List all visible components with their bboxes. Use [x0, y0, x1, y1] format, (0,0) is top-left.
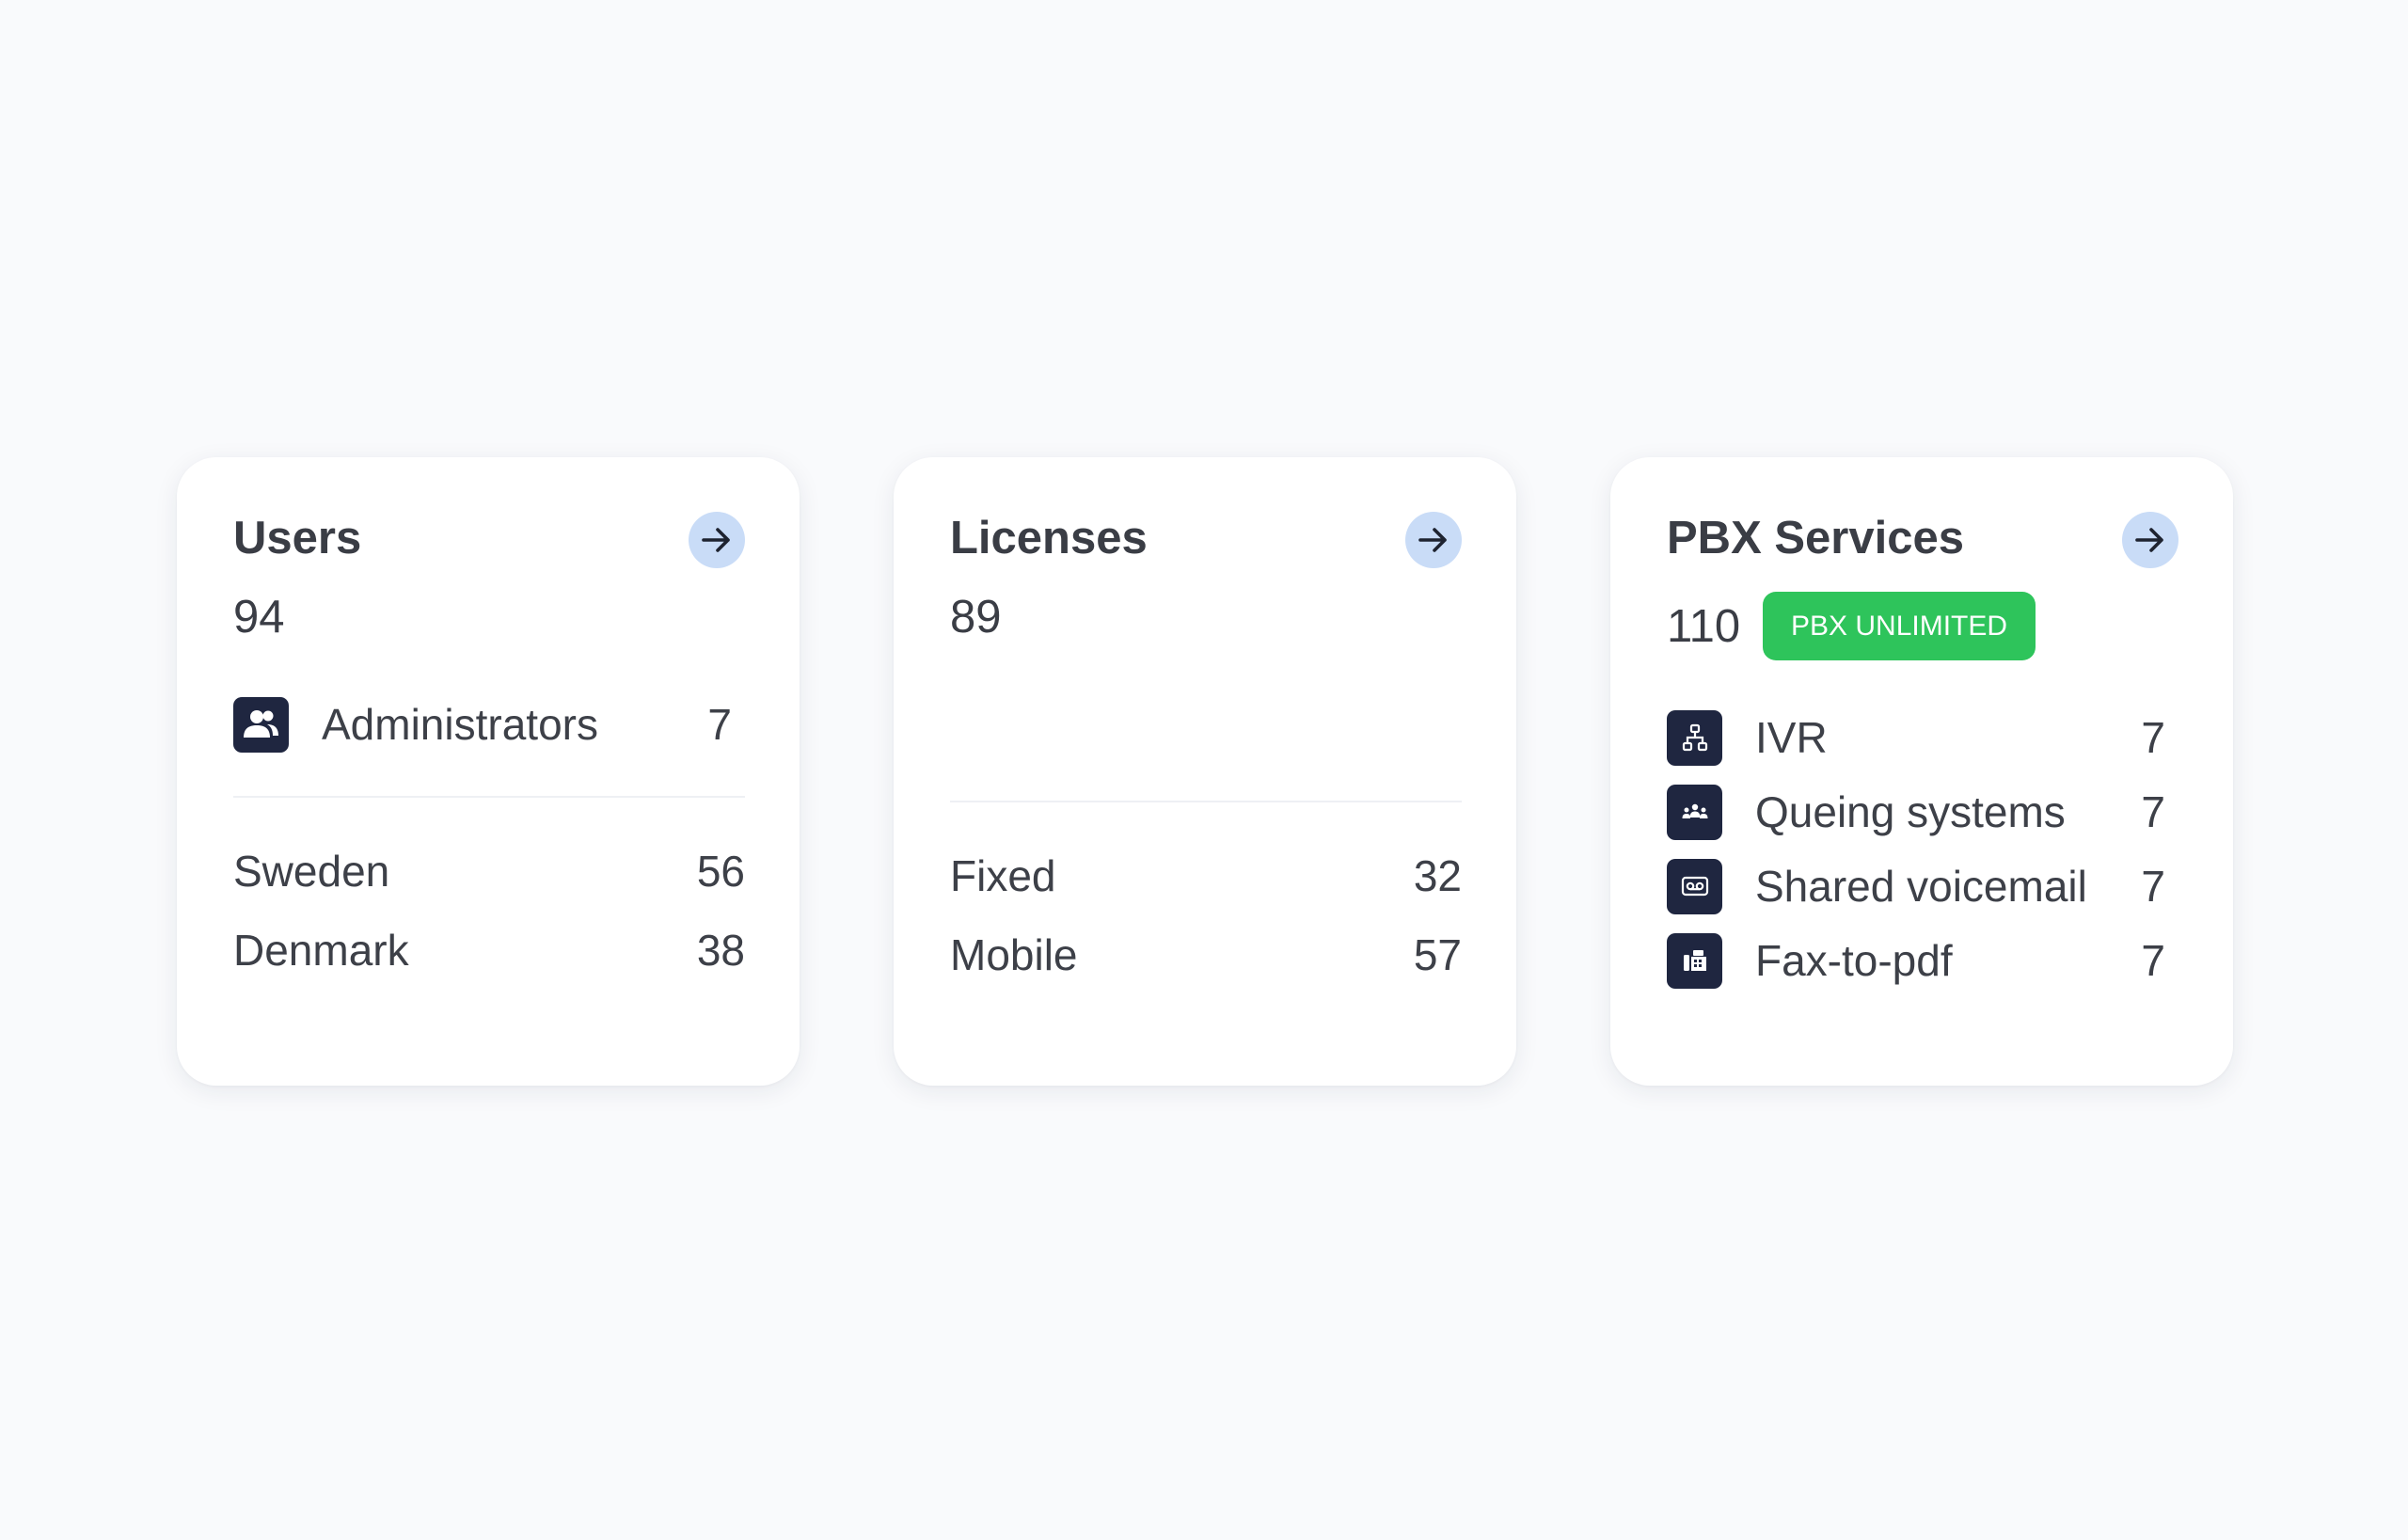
pbx-services-card: PBX Services 110 PBX UNLIMITED IVR 7 [1610, 457, 2233, 1086]
country-count: 38 [696, 926, 745, 975]
pbx-title: PBX Services [1667, 513, 1964, 564]
sitemap-icon [1667, 709, 1722, 766]
service-label: Queing systems [1755, 787, 2066, 836]
licenses-open-button[interactable] [1405, 512, 1462, 568]
group-icon [1667, 784, 1722, 840]
divider [950, 801, 1462, 802]
arrow-right-icon [2135, 528, 2163, 552]
pbx-total: 110 [1667, 601, 1741, 652]
list-item-administrators[interactable]: Administrators 7 [233, 696, 745, 753]
list-item-fax-to-pdf[interactable]: Fax-to-pdf 7 [1667, 932, 2178, 989]
users-card: Users 94 Administrators 7 Sweden 56 Denm… [177, 457, 800, 1086]
admin-count: 7 [707, 700, 732, 749]
list-item-queing-systems[interactable]: Queing systems 7 [1667, 784, 2178, 840]
service-count: 7 [2141, 936, 2165, 985]
list-item-mobile: Mobile 57 [950, 927, 1462, 983]
divider [233, 796, 745, 798]
service-count: 7 [2141, 862, 2165, 911]
country-count: 56 [696, 847, 745, 896]
licenses-total: 89 [950, 592, 1002, 643]
service-label: Shared voicemail [1755, 862, 2087, 911]
admin-label: Administrators [322, 700, 598, 749]
list-item-fixed: Fixed 32 [950, 848, 1462, 904]
list-item-sweden: Sweden 56 [233, 843, 745, 899]
license-type-label: Mobile [950, 930, 1078, 979]
users-total: 94 [233, 592, 285, 643]
arrow-right-icon [1418, 528, 1447, 552]
plan-badge: PBX UNLIMITED [1763, 592, 2036, 660]
arrow-right-icon [702, 528, 730, 552]
license-type-count: 57 [1413, 930, 1462, 979]
country-label: Denmark [233, 926, 409, 975]
voicemail-icon [1667, 858, 1722, 914]
list-item-shared-voicemail[interactable]: Shared voicemail 7 [1667, 858, 2178, 914]
service-count: 7 [2141, 713, 2165, 762]
fax-icon [1667, 932, 1722, 989]
licenses-card: Licenses 89 Fixed 32 Mobile 57 [894, 457, 1516, 1086]
service-count: 7 [2141, 787, 2165, 836]
users-icon [233, 696, 289, 753]
users-open-button[interactable] [689, 512, 745, 568]
service-label: IVR [1755, 713, 1828, 762]
pbx-open-button[interactable] [2122, 512, 2178, 568]
license-type-count: 32 [1413, 851, 1462, 900]
licenses-title: Licenses [950, 513, 1148, 564]
list-item-denmark: Denmark 38 [233, 922, 745, 978]
list-item-ivr[interactable]: IVR 7 [1667, 709, 2178, 766]
country-label: Sweden [233, 847, 390, 896]
users-title: Users [233, 513, 362, 564]
service-label: Fax-to-pdf [1755, 936, 1953, 985]
license-type-label: Fixed [950, 851, 1056, 900]
